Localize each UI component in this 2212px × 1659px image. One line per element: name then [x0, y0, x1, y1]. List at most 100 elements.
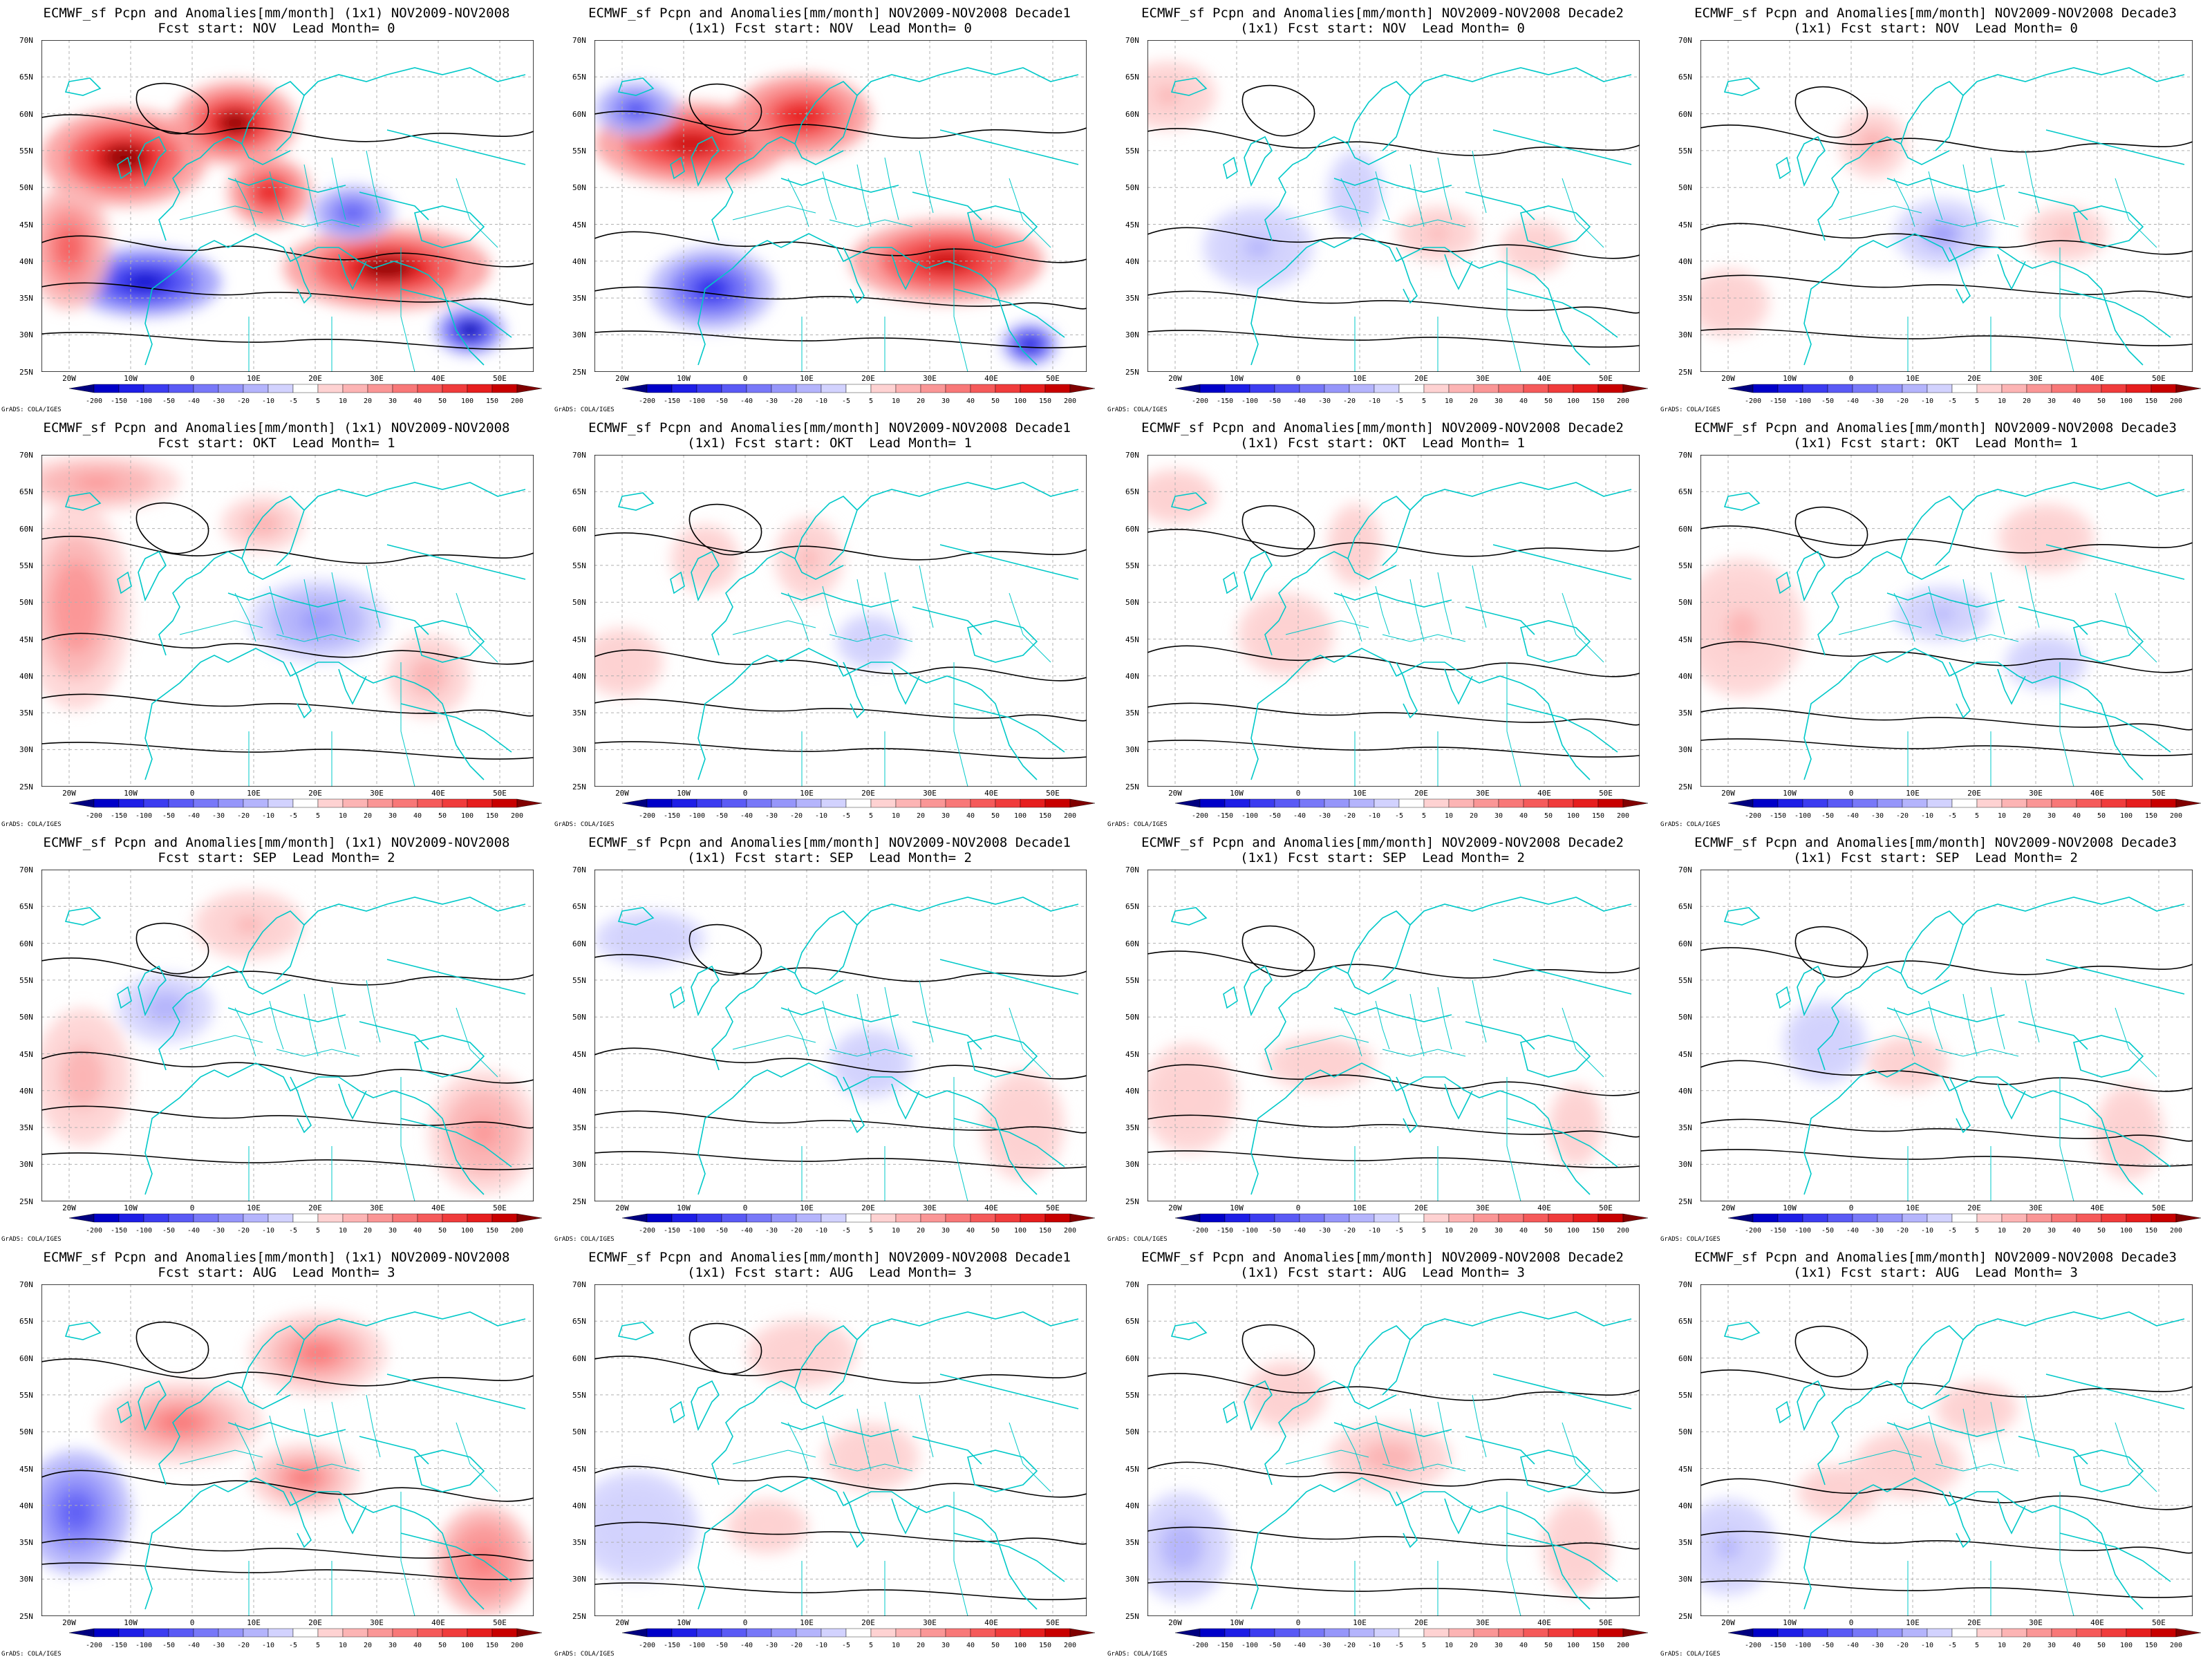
colorbar-swatch: [491, 1628, 518, 1638]
colorbar-label: -30: [1871, 397, 1884, 405]
colorbar-swatch: [317, 1628, 344, 1638]
map-plot: [1147, 870, 1640, 1201]
colorbar-swatch: [2150, 1628, 2177, 1638]
colorbar-label: -150: [1217, 1227, 1233, 1235]
colorbar-swatch: [696, 798, 722, 808]
colorbar-swatch: [2051, 798, 2077, 808]
colorbar-label: -40: [1846, 1642, 1859, 1649]
colorbar-label: 150: [1592, 1642, 1604, 1649]
longitude-label: 0: [1848, 374, 1854, 383]
colorbar-swatch: [417, 1628, 443, 1638]
colorbar-label: 40: [1519, 397, 1528, 405]
colorbar-swatch: [1324, 384, 1350, 393]
latitude-label: 45N: [1125, 1464, 1139, 1474]
colorbar-label: 40: [413, 812, 422, 820]
colorbar-swatch: [491, 384, 518, 393]
longitude-label: 20E: [861, 374, 875, 383]
colorbar-label: 30: [1494, 1642, 1503, 1649]
colorbar-label: -40: [187, 1227, 200, 1235]
colorbar-swatch: [417, 1213, 443, 1223]
map-plot: [594, 870, 1087, 1201]
anomaly-shading: [594, 911, 1065, 1181]
longitude-label: 20W: [615, 1618, 629, 1627]
anomaly-blob: [461, 324, 479, 337]
colorbar-swatch: [1448, 1213, 1474, 1223]
latitude-label: 50N: [1125, 183, 1139, 193]
latitude-label: 55N: [1678, 975, 1692, 985]
longitude-label: 0: [742, 374, 748, 383]
panel-title: ECMWF_sf Pcpn and Anomalies[mm/month] (1…: [43, 835, 510, 850]
colorbar-label: 150: [1039, 1642, 1051, 1649]
grads-credit: GrADS: COLA/IGES: [1107, 821, 1168, 828]
colorbar-label: 40: [966, 1227, 975, 1235]
longitude-label: 0: [1295, 789, 1301, 798]
colorbar-label: -5: [842, 812, 850, 820]
colorbar-label: -200: [639, 812, 655, 820]
latitude-label: 70N: [19, 1280, 33, 1289]
colorbar-label: 10: [339, 1642, 347, 1649]
colorbar-label: -5: [1948, 1642, 1956, 1649]
anomaly-blob: [1156, 86, 1181, 104]
panel-subtitle: (1x1) Fcst start: OKT Lead Month= 1: [1793, 435, 2078, 451]
latitude-label: 25N: [1678, 782, 1692, 791]
map-panel: ECMWF_sf Pcpn and Anomalies[mm/month] NO…: [1106, 0, 1659, 415]
country-borders: [732, 1394, 1051, 1616]
colorbar-label: -100: [1241, 812, 1258, 820]
anomaly-blob: [301, 610, 335, 631]
contour-lines: [41, 1321, 534, 1580]
longitude-label: 20W: [615, 1203, 629, 1212]
coastlines: [617, 1311, 1079, 1610]
colorbar-label: 10: [892, 812, 900, 820]
colorbar-label: -40: [740, 812, 753, 820]
longitude-label: 40E: [1537, 1618, 1551, 1627]
latitude-label: 65N: [572, 73, 586, 82]
colorbar-label: 20: [917, 1227, 925, 1235]
colorbar-label: -150: [664, 397, 680, 405]
colorbar-swatch: [1044, 798, 1071, 808]
colorbar-swatch: [367, 384, 393, 393]
colorbar-swatch: [2076, 384, 2102, 393]
latitude-label: 40N: [1678, 671, 1692, 681]
coastlines: [64, 67, 526, 366]
colorbar-swatch: [771, 1213, 797, 1223]
panel-subtitle: Fcst start: SEP Lead Month= 2: [158, 850, 395, 865]
colorbar-swatch: [243, 1628, 269, 1638]
colorbar-swatch: [945, 1213, 971, 1223]
latitude-label: 30N: [19, 1575, 33, 1584]
longitude-label: 10E: [1906, 1203, 1920, 1212]
longitude-label: 40E: [431, 789, 445, 798]
colorbar-swatch: [1374, 1213, 1400, 1223]
colorbar-swatch: [671, 1213, 697, 1223]
colorbar-swatch: [2126, 1628, 2152, 1638]
colorbar-label: -20: [790, 1227, 803, 1235]
latitude-label: 55N: [572, 1390, 586, 1400]
anomaly-blob: [1170, 1533, 1194, 1561]
longitude-label: 20E: [1967, 1203, 1981, 1212]
colorbar-swatch: [93, 1213, 120, 1223]
longitude-label: 30E: [2029, 1618, 2043, 1627]
colorbar-label: 40: [2072, 1642, 2081, 1649]
anomaly-shading: [594, 1319, 919, 1582]
map-panel: ECMWF_sf Pcpn and Anomalies[mm/month] NO…: [1659, 0, 2212, 415]
latitude-label: 30N: [572, 1575, 586, 1584]
longitude-label: 50E: [493, 374, 507, 383]
map-panel: ECMWF_sf Pcpn and Anomalies[mm/month] NO…: [1659, 1244, 2212, 1659]
colorbar-swatch: [118, 384, 144, 393]
colorbar-swatch: [367, 1213, 393, 1223]
colorbar-swatch: [621, 384, 648, 393]
colorbar-swatch: [1902, 798, 1928, 808]
colorbar-label: 150: [1039, 812, 1051, 820]
colorbar-label: 50: [991, 1642, 1000, 1649]
latitude-label: 35N: [1678, 709, 1692, 718]
colorbar-label: -200: [86, 812, 102, 820]
coastlines: [617, 482, 1079, 780]
colorbar-label: 20: [364, 1642, 372, 1649]
longitude-label: 10E: [1353, 1618, 1367, 1627]
colorbar-swatch: [1044, 1213, 1071, 1223]
colorbar-label: 40: [413, 397, 422, 405]
anomaly-blob: [71, 1060, 95, 1094]
latitude-label: 40N: [19, 1501, 33, 1510]
latitude-label: 55N: [19, 975, 33, 985]
anomaly-blob: [1244, 237, 1272, 258]
latitude-label: 45N: [572, 220, 586, 229]
